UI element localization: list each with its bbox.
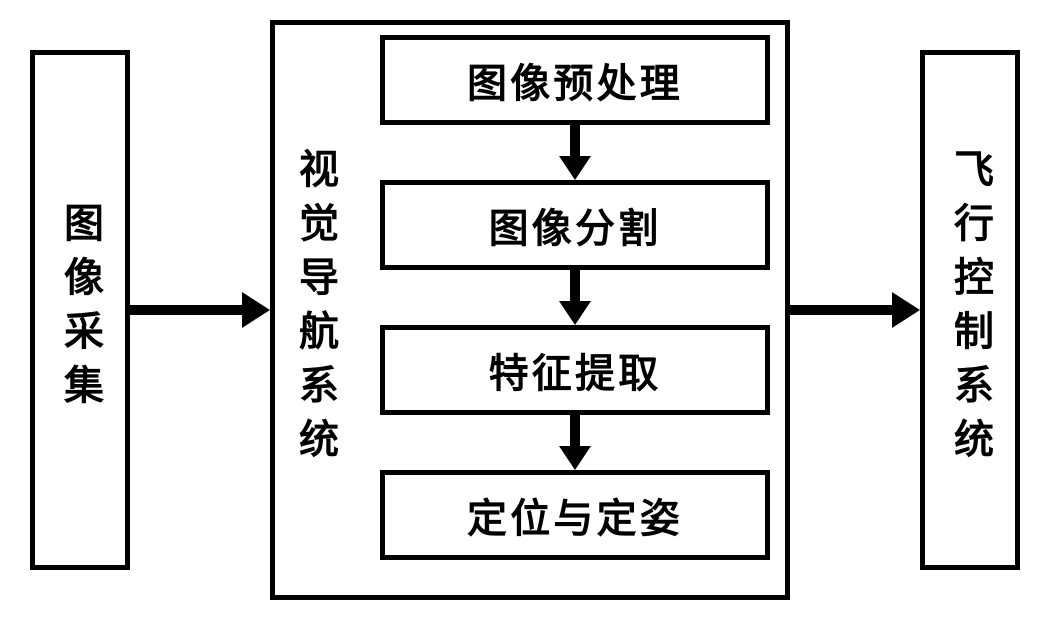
diagram-canvas: 图像采集 视觉导航系统 图像预处理 图像分割 特征提取 定位与定姿 [0,0,1053,623]
label-flight-control-system: 飞行控制系统 [941,148,999,472]
label-step-feature-extract: 特征提取 [489,341,662,399]
box-flight-control-system: 飞行控制系统 [920,50,1020,570]
label-step-segmentation: 图像分割 [489,196,662,254]
box-step-feature-extract: 特征提取 [380,325,770,415]
label-step-preprocess: 图像预处理 [467,51,683,109]
box-step-segmentation: 图像分割 [380,180,770,270]
label-visual-nav-system-container: 视觉导航系统 [285,60,345,560]
label-step-localize-pose: 定位与定姿 [467,486,683,544]
box-step-localize-pose: 定位与定姿 [380,470,770,560]
label-visual-nav-system: 视觉导航系统 [286,148,344,472]
box-image-acquisition: 图像采集 [30,50,130,570]
box-step-preprocess: 图像预处理 [380,35,770,125]
label-image-acquisition: 图像采集 [51,202,109,418]
